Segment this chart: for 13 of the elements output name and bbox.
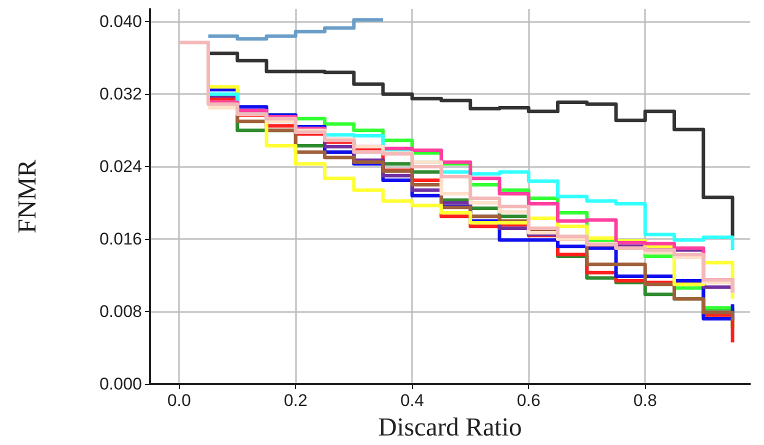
x-tick-label: 0.4 (400, 391, 424, 410)
x-tick-label: 0.2 (284, 391, 308, 410)
y-axis-title: FNMR (12, 158, 42, 234)
x-tick-label: 0.0 (167, 391, 191, 410)
y-tick-label: 0.032 (99, 84, 142, 104)
y-tick-label: 0.024 (99, 157, 142, 176)
x-axis-title: Discard Ratio (378, 412, 522, 442)
x-tick-label: 0.8 (633, 391, 657, 410)
y-tick-label: 0.040 (99, 12, 142, 32)
y-tick-label: 0.016 (99, 230, 142, 249)
x-tick-label: 0.6 (516, 391, 540, 410)
y-tick-label: 0.008 (99, 302, 142, 322)
y-tick-label: 0.000 (99, 374, 142, 394)
